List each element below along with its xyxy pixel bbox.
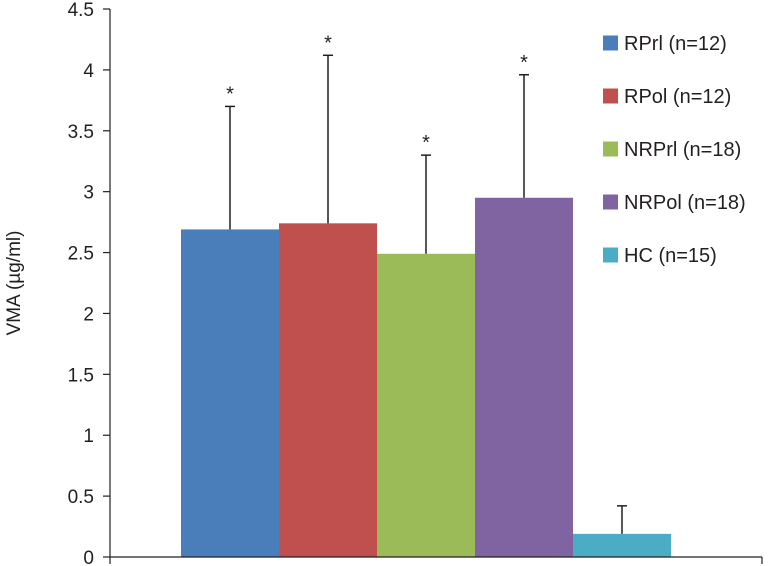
bar (279, 223, 377, 557)
y-tick-label: 4 (83, 61, 94, 82)
legend-label: NRPrl (n=18) (624, 139, 741, 161)
y-tick-label: 0 (83, 548, 94, 566)
significance-markers: * * * * (226, 32, 528, 154)
y-axis-ticks: 0 0.5 1 1.5 2 2.5 3 3.5 4 4.5 (68, 0, 763, 566)
y-tick-label: 1.5 (68, 365, 94, 386)
y-axis-title: VMA (µg/ml) (4, 231, 25, 336)
legend-item: RPol (n=12) (603, 86, 731, 108)
legend-swatch (603, 247, 618, 263)
significance-marker: * (226, 83, 234, 105)
legend-item: HC (n=15) (603, 245, 717, 267)
legend-swatch (603, 88, 618, 104)
significance-marker: * (324, 32, 332, 54)
significance-marker: * (422, 132, 430, 154)
error-bar (421, 154, 431, 254)
bar (475, 197, 573, 557)
legend-swatch (603, 35, 618, 51)
error-bar (519, 74, 529, 198)
y-tick-label: 2 (83, 304, 94, 325)
y-tick-label: 0.5 (68, 487, 94, 508)
legend-label: RPol (n=12) (624, 86, 731, 108)
legend-label: HC (n=15) (624, 245, 717, 267)
legend-item: NRPrl (n=18) (603, 139, 741, 161)
y-tick-label: 2.5 (68, 244, 94, 265)
error-bars (225, 54, 627, 534)
legend: RPrl (n=12) RPol (n=12) NRPrl (n=18) NRPol … (603, 33, 746, 267)
significance-marker: * (520, 52, 528, 74)
legend-swatch (603, 194, 618, 210)
y-tick-label: 4.5 (68, 0, 94, 21)
y-tick-label: 1 (83, 426, 94, 447)
legend-item: RPrl (n=12) (603, 33, 727, 55)
legend-swatch (603, 141, 618, 157)
error-bar (225, 105, 235, 230)
y-tick-label: 3 (83, 183, 94, 204)
error-bar (617, 505, 627, 534)
bar (573, 533, 671, 557)
legend-label: NRPol (n=18) (624, 192, 746, 214)
legend-item: NRPol (n=18) (603, 192, 746, 214)
legend-label: RPrl (n=12) (624, 33, 727, 55)
bar (181, 229, 279, 557)
bars (181, 197, 671, 558)
bar (377, 253, 475, 558)
y-tick-label: 3.5 (68, 122, 94, 143)
error-bar (323, 54, 333, 224)
